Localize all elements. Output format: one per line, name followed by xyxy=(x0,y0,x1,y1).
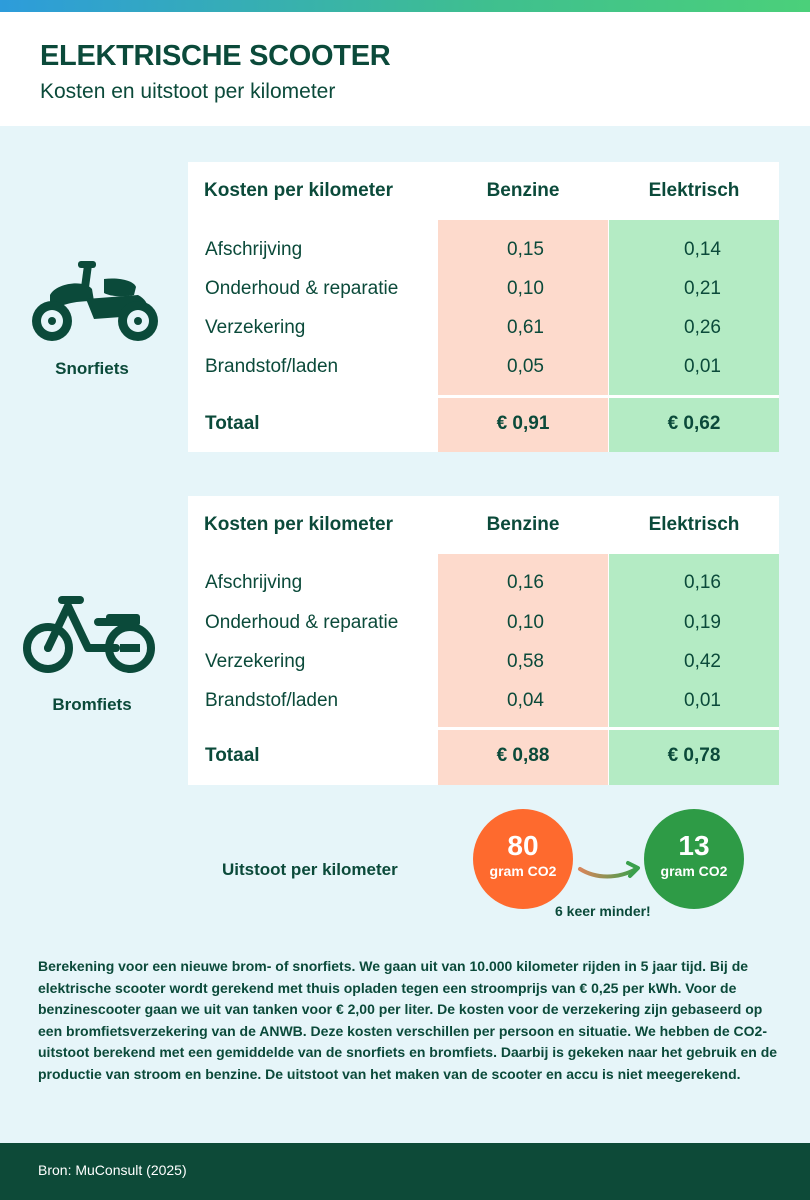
total-separator xyxy=(438,395,779,398)
row-label: Onderhoud & reparatie xyxy=(205,277,399,299)
emission-benzine-unit: gram CO2 xyxy=(489,863,557,879)
emission-benzine-value: 80 xyxy=(507,830,539,861)
row-label: Brandstof/laden xyxy=(205,689,339,711)
vehicle-label-snorfiets: Snorfiets xyxy=(55,359,129,378)
benzine-value: 0,04 xyxy=(507,689,544,711)
header-elektrisch: Elektrisch xyxy=(648,180,740,201)
table-row: Brandstof/laden 0,05 0,01 xyxy=(188,347,779,386)
benzine-value: 0,61 xyxy=(507,316,544,338)
benzine-column-bg xyxy=(438,220,608,452)
table-row: Verzekering 0,61 0,26 xyxy=(188,308,779,347)
row-label: Brandstof/laden xyxy=(205,355,339,377)
top-gradient-bar xyxy=(0,0,810,12)
emissions-label: Uitstoot per kilometer xyxy=(222,860,398,879)
table-row: Onderhoud & reparatie 0,10 0,19 xyxy=(188,603,779,642)
arrow-right-icon xyxy=(578,861,640,879)
total-elektrisch: € 0,62 xyxy=(667,413,721,434)
benzine-value: 0,15 xyxy=(507,238,544,260)
total-elektrisch: € 0,78 xyxy=(667,745,721,766)
benzine-value: 0,10 xyxy=(507,277,544,299)
header-benzine: Benzine xyxy=(486,180,560,201)
header-benzine: Benzine xyxy=(486,514,560,535)
total-benzine: € 0,88 xyxy=(496,745,550,766)
benzine-value: 0,58 xyxy=(507,650,544,672)
emission-elektrisch-unit: gram CO2 xyxy=(660,863,728,879)
moped-icon xyxy=(23,596,155,673)
benzine-value: 0,05 xyxy=(507,355,544,377)
row-label: Verzekering xyxy=(205,650,306,672)
elektrisch-column-bg xyxy=(609,220,779,452)
row-label: Afschrijving xyxy=(205,571,303,593)
vehicle-label-bromfiets: Bromfiets xyxy=(52,695,132,714)
row-label: Afschrijving xyxy=(205,238,303,260)
header-cost-label: Kosten per kilometer xyxy=(204,514,393,535)
emission-elektrisch-circle: 13 gram CO2 xyxy=(644,809,744,909)
total-benzine: € 0,91 xyxy=(496,413,550,434)
page-title: ELEKTRISCHE SCOOTER xyxy=(40,40,391,72)
total-separator xyxy=(438,727,779,730)
elektrisch-value: 0,19 xyxy=(684,611,721,633)
source-text: Bron: MuConsult (2025) xyxy=(38,1162,187,1178)
total-label: Totaal xyxy=(205,745,260,766)
elektrisch-value: 0,01 xyxy=(684,689,721,711)
header-cost-label: Kosten per kilometer xyxy=(204,180,393,201)
elektrisch-value: 0,26 xyxy=(684,316,721,338)
header: ELEKTRISCHE SCOOTER Kosten en uitstoot p… xyxy=(0,12,810,126)
page-subtitle: Kosten en uitstoot per kilometer xyxy=(40,80,336,103)
elektrisch-value: 0,01 xyxy=(684,355,721,377)
elektrisch-value: 0,42 xyxy=(684,650,721,672)
benzine-column-bg xyxy=(438,554,608,785)
footer: Bron: MuConsult (2025) xyxy=(0,1143,810,1200)
table-row: Onderhoud & reparatie 0,10 0,21 xyxy=(188,269,779,308)
total-row: Totaal € 0,91 € 0,62 xyxy=(188,398,779,450)
elektrisch-value: 0,16 xyxy=(684,571,721,593)
row-label: Onderhoud & reparatie xyxy=(205,611,399,633)
cost-table-bromfiets: Kosten per kilometer Benzine Elektrisch … xyxy=(188,496,779,785)
table-row: Brandstof/laden 0,04 0,01 xyxy=(188,681,779,720)
table-row: Verzekering 0,58 0,42 xyxy=(188,642,779,681)
scooter-icon xyxy=(32,261,158,341)
benzine-value: 0,10 xyxy=(507,611,544,633)
emission-elektrisch-value: 13 xyxy=(678,830,710,861)
benzine-value: 0,16 xyxy=(507,571,544,593)
total-label: Totaal xyxy=(205,413,260,434)
emission-comparison: 6 keer minder! xyxy=(555,903,651,919)
header-elektrisch: Elektrisch xyxy=(648,514,740,535)
elektrisch-column-bg xyxy=(609,554,779,785)
row-label: Verzekering xyxy=(205,316,306,338)
table-row: Afschrijving 0,15 0,14 xyxy=(188,230,779,269)
emission-benzine-circle: 80 gram CO2 xyxy=(473,809,573,909)
footnote-text: Berekening voor een nieuwe brom- of snor… xyxy=(38,958,778,1082)
elektrisch-value: 0,14 xyxy=(684,238,721,260)
table-row: Afschrijving 0,16 0,16 xyxy=(188,563,779,602)
elektrisch-value: 0,21 xyxy=(684,277,721,299)
total-row: Totaal € 0,88 € 0,78 xyxy=(188,730,779,782)
cost-table-snorfiets: Kosten per kilometer Benzine Elektrisch … xyxy=(188,162,779,452)
